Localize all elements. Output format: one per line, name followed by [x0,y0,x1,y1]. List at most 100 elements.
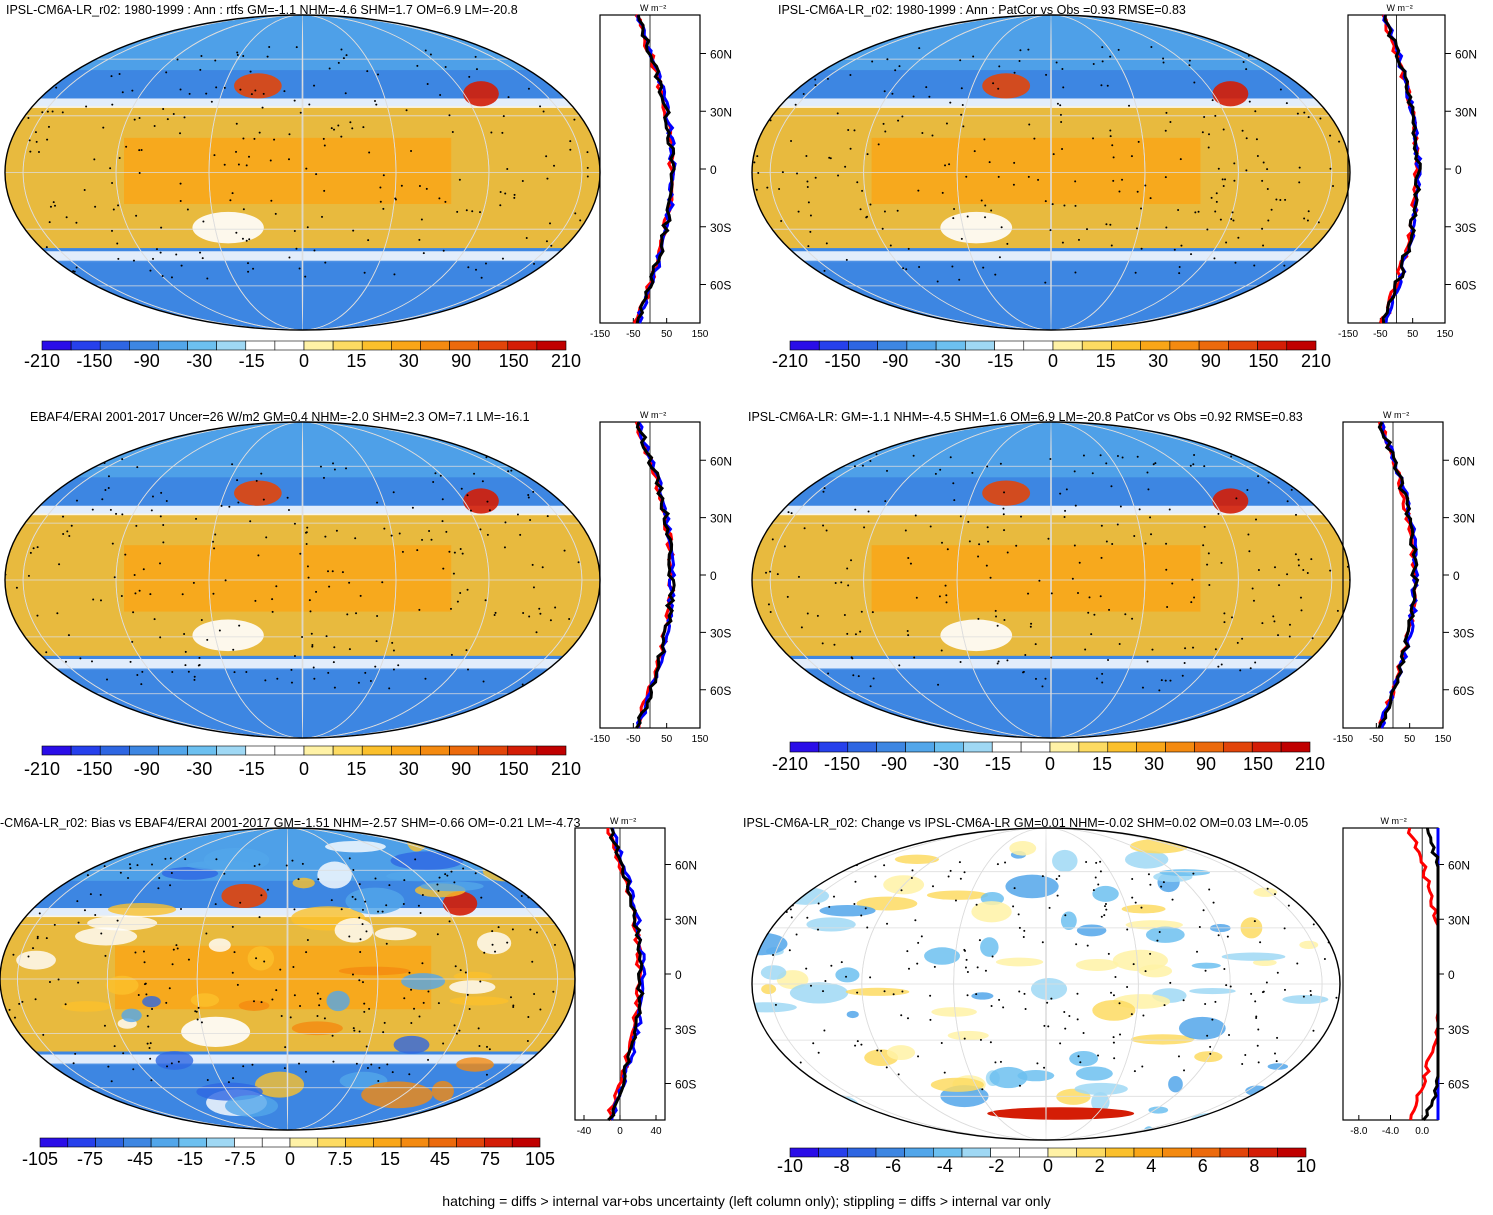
stipple-dot [245,670,248,673]
stipple-dot [762,1081,765,1084]
stipple-dot [461,552,464,555]
stipple-dot [756,540,759,543]
stipple-dot [118,156,121,159]
stipple-dot [215,858,218,861]
stipple-dot [1323,958,1326,961]
stipple-dot [1255,1016,1258,1019]
stipple-dot [905,268,908,271]
stipple-dot [1041,685,1044,688]
stipple-dot [308,103,311,106]
colorbar-label: 30 [399,759,419,779]
stipple-dot [1162,881,1165,884]
stipple-dot [1141,686,1144,689]
stipple-dot [1006,551,1009,554]
stipple-dot [177,1060,180,1063]
stipple-dot [802,670,805,673]
stipple-dot [985,564,988,567]
stipple-dot [1283,264,1286,267]
stipple-dot [1028,123,1031,126]
stipple-dot [828,905,831,908]
stipple-dot [809,214,812,217]
stipple-dot [929,1018,932,1021]
stipple-dot [869,976,872,979]
stipple-dot [224,579,227,582]
stipple-dot [455,1032,458,1035]
stipple-dot [907,967,910,970]
stipple-dot [308,599,311,602]
stipple-dot [1030,622,1033,625]
stipple-dot [1006,242,1009,245]
stipple-dot [1287,904,1290,907]
stipple-dot [298,267,301,270]
stipple-dot [1220,561,1223,564]
stipple-dot [553,943,556,946]
change-blob [1148,1106,1169,1114]
stipple-dot [239,901,242,904]
stipple-dot [184,650,187,653]
stipple-dot [1149,516,1152,519]
stipple-dot [559,669,562,672]
stipple-dot [465,649,468,652]
colorbar-swatch [1277,1147,1307,1158]
northern-boundary [752,98,1350,108]
stipple-dot [597,131,600,134]
stipple-dot [456,210,459,213]
stipple-dot [475,68,478,71]
colorbar-swatch [274,745,305,756]
stipple-dot [1140,207,1143,210]
colorbar-label: 150 [1243,754,1273,774]
stipple-dot [1217,167,1220,170]
stipple-dot [375,103,378,106]
change-blob [1130,1034,1195,1045]
stipple-dot [940,649,943,652]
stipple-dot [358,916,361,919]
stipple-dot [906,630,909,633]
stipple-dot [1284,198,1287,201]
colorbar-swatch [303,340,334,351]
stipple-dot [1318,45,1321,48]
stipple-dot [758,644,761,647]
stipple-dot [1184,647,1187,650]
stipple-dot [466,588,469,591]
stipple-dot [363,1010,366,1013]
colorbar-label: 75 [480,1149,500,1169]
stipple-dot [826,77,829,80]
stipple-dot [563,549,566,552]
stipple-dot [1214,210,1217,213]
stipple-dot [960,237,963,240]
stipple-dot [1267,219,1270,222]
stipple-dot [803,527,806,530]
bias-blob [225,1095,279,1117]
stipple-dot [1140,906,1143,909]
stipple-dot [1063,1011,1066,1014]
change-blob [1124,850,1169,869]
stipple-dot [450,870,453,873]
stipple-dot [769,570,772,573]
stipple-dot [401,550,404,553]
stipple-dot [825,529,828,532]
stipple-dot [351,895,354,898]
colorbar-swatch [99,340,130,351]
colorbar-swatch [449,340,479,351]
stipple-dot [911,869,914,872]
stipple-dot [67,634,70,637]
stipple-dot [959,660,962,663]
stipple-dot [1209,1045,1212,1048]
stipple-dot [1192,646,1195,649]
stipple-dot [353,1029,356,1032]
stipple-dot [822,990,825,993]
stipple-dot [312,666,315,669]
stipple-dot [539,105,542,108]
change-blob [1075,1066,1113,1081]
change-blob [926,890,989,900]
stipple-dot [860,610,863,613]
stipple-dot [1090,633,1093,636]
stipple-dot [563,685,566,688]
colorbar-label: 10 [1296,1156,1316,1176]
stipple-dot [1276,971,1279,974]
stipple-dot [107,1065,110,1068]
x-tick-label: 150 [692,734,709,745]
stipple-dot [328,585,331,588]
